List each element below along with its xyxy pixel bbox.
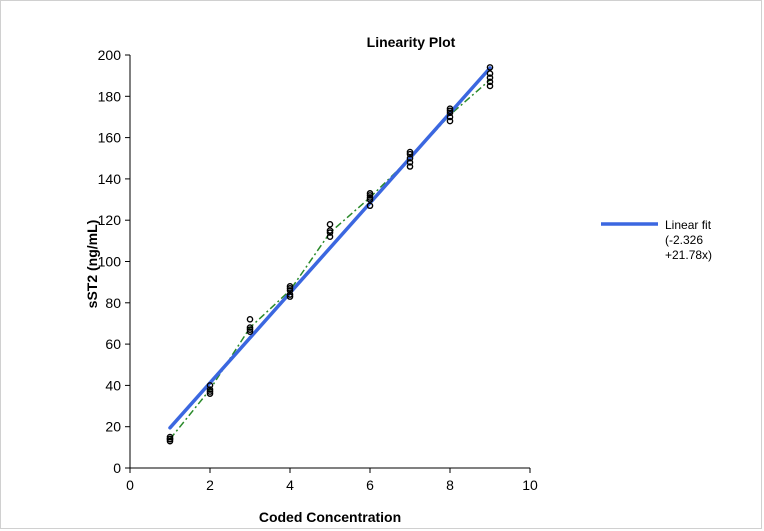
series-layer <box>166 64 494 445</box>
data-point <box>246 328 254 336</box>
y-axis-title: sST2 (ng/mL) <box>84 220 100 309</box>
data-point <box>326 229 334 236</box>
y-tick-label: 100 <box>98 254 122 270</box>
data-point <box>446 109 454 117</box>
data-point <box>206 386 214 393</box>
data-point <box>166 435 174 443</box>
y-tick-label: 60 <box>105 336 121 352</box>
data-point <box>286 285 294 292</box>
y-tick-label: 0 <box>113 460 121 476</box>
data-point <box>206 382 214 389</box>
chart-title: Linearity Plot <box>367 34 456 50</box>
data-point <box>366 190 374 197</box>
data-point <box>166 437 174 445</box>
data-point <box>486 82 494 90</box>
data-point <box>406 154 414 162</box>
data-point <box>326 233 334 241</box>
data-point <box>406 148 414 156</box>
x-axis-title: Coded Concentration <box>259 509 401 525</box>
data-point <box>486 78 494 86</box>
y-tick-label: 140 <box>98 171 122 187</box>
x-tick-label: 10 <box>522 477 538 493</box>
data-point <box>406 159 414 166</box>
data-point <box>326 227 334 234</box>
data-point <box>446 117 454 125</box>
data-point <box>246 316 254 323</box>
x-tick-label: 6 <box>366 477 374 493</box>
linear-fit-line <box>168 66 492 430</box>
legend-label: (-2.326 <box>665 233 703 247</box>
data-point <box>206 388 214 395</box>
data-point <box>286 287 294 294</box>
data-point <box>246 324 254 331</box>
data-point <box>286 293 294 300</box>
data-point <box>486 74 494 82</box>
x-tick-label: 8 <box>446 477 454 493</box>
y-tick-label: 200 <box>98 47 122 63</box>
data-point <box>486 70 494 77</box>
data-point <box>166 433 174 441</box>
data-point <box>286 282 294 290</box>
data-point <box>286 291 294 298</box>
x-tick-label: 4 <box>286 477 294 493</box>
data-point <box>366 196 374 203</box>
data-point <box>246 326 254 333</box>
legend: Linear fit(-2.326+21.78x) <box>601 218 712 262</box>
data-point <box>366 194 374 201</box>
x-tick-label: 2 <box>206 477 214 493</box>
y-tick-label: 20 <box>105 419 121 435</box>
x-tick-label: 0 <box>126 477 134 493</box>
data-point <box>446 105 454 112</box>
y-tick-label: 120 <box>98 212 122 228</box>
data-point <box>446 107 454 115</box>
dashdot-series-line <box>169 79 491 440</box>
legend-label: +21.78x) <box>665 248 712 262</box>
data-point <box>366 192 374 199</box>
y-tick-label: 180 <box>98 88 122 104</box>
data-point <box>446 113 454 121</box>
y-tick-label: 40 <box>105 377 121 393</box>
data-point <box>206 390 214 397</box>
data-point <box>486 64 494 71</box>
data-point <box>366 202 374 210</box>
data-point <box>326 221 334 228</box>
data-point <box>406 150 414 158</box>
y-tick-label: 80 <box>105 295 121 311</box>
data-point <box>406 163 414 170</box>
y-tick-label: 160 <box>98 130 122 146</box>
legend-label: Linear fit <box>665 218 712 232</box>
